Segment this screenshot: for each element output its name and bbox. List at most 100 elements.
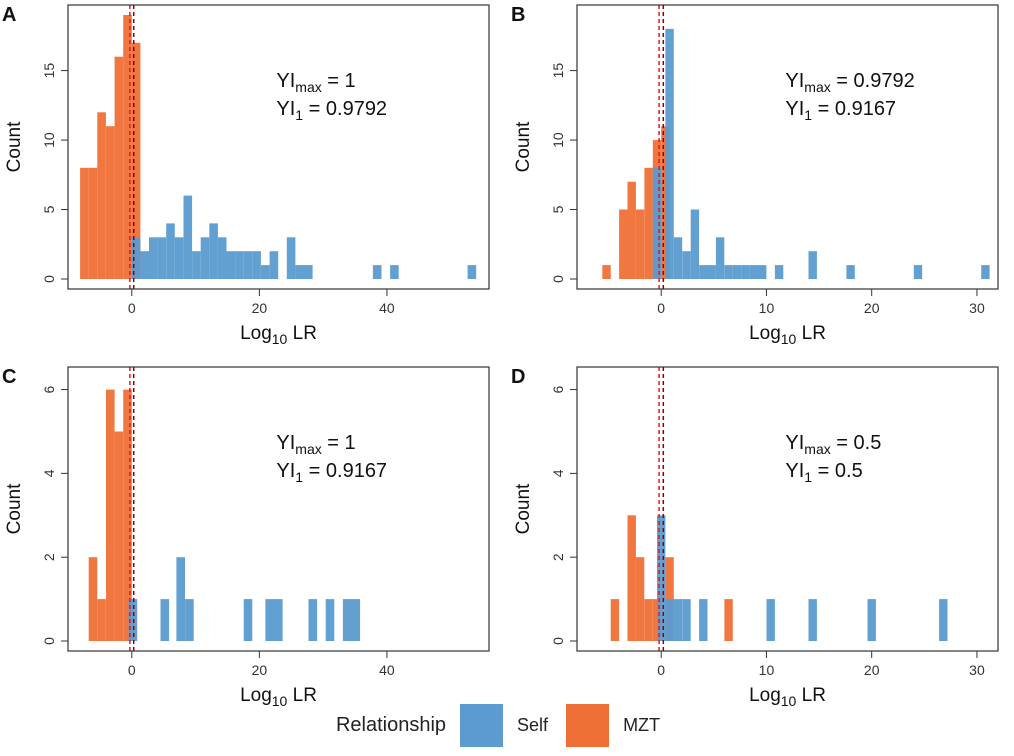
panel-label: C (2, 366, 16, 388)
bar-self-11 (749, 265, 758, 279)
bar-self-7 (867, 599, 876, 641)
bar-self-0 (131, 237, 141, 279)
x-axis-label: Log10 LR (749, 685, 826, 709)
x-tick-label: 20 (864, 662, 880, 678)
bar-self-16 (269, 251, 279, 279)
bar-self-0 (128, 599, 138, 641)
bar-self-12 (758, 265, 767, 279)
bar-self-3 (682, 599, 691, 641)
panel-label: D (511, 366, 525, 388)
bar-self-8 (939, 599, 948, 641)
bar-mzt-2 (97, 112, 106, 279)
bar-self-7 (715, 237, 725, 279)
bar-self-1 (140, 251, 149, 279)
y-tick-label: 6 (41, 385, 57, 393)
y-tick-label: 10 (41, 132, 57, 148)
annotation-yi-max-value: = 1 (322, 432, 356, 454)
y-tick-label: 6 (550, 385, 566, 393)
annotation-yi-max-prefix: YI (785, 432, 804, 454)
y-tick-label: 15 (550, 63, 566, 79)
legend-title: Relationship (335, 713, 447, 736)
x-axis-label-tail: LR (796, 323, 826, 344)
bar-self-16 (913, 265, 923, 279)
bar-self-21 (372, 265, 382, 279)
panel-label: A (2, 4, 16, 26)
bar-mzt-2 (106, 389, 115, 641)
panel-label: B (511, 4, 525, 26)
legend-item-self: Self (460, 703, 549, 747)
bar-mzt-2 (627, 181, 636, 279)
y-tick-label: 5 (41, 205, 57, 213)
bar-self-5 (174, 237, 184, 279)
bar-self-20 (304, 265, 313, 279)
annotation-yi-max-sub: max (295, 441, 321, 457)
y-axis-label: Count (513, 121, 534, 172)
y-axis-label: Count (4, 483, 25, 534)
bar-mzt-1 (627, 515, 636, 641)
bar-mzt-1 (619, 209, 628, 279)
x-tick-label: 40 (379, 662, 395, 678)
bar-self-8 (724, 265, 733, 279)
bar-self-22 (390, 265, 399, 279)
x-axis-label-sub: 10 (272, 693, 288, 709)
y-tick-label: 10 (550, 132, 566, 148)
bar-self-12 (235, 251, 244, 279)
bar-self-7 (192, 251, 201, 279)
bar-mzt-0 (602, 265, 611, 279)
x-tick-label: 10 (759, 662, 775, 678)
x-axis-label-sub: 10 (781, 331, 797, 347)
annotation-yi-1-sub: 1 (295, 469, 303, 485)
annotation-yi-max-sub: max (804, 441, 830, 457)
plot-frame (67, 366, 490, 652)
bar-self-13 (243, 251, 253, 279)
annotation-yi-1-prefix: YI (785, 460, 804, 482)
annotation-yi-max: YImax = 1 (276, 70, 355, 95)
legend: Relationship Self MZT (0, 694, 1014, 756)
annotation-yi-1-sub: 1 (804, 469, 812, 485)
bar-self-6 (274, 599, 283, 641)
bar-self-23 (467, 265, 477, 279)
legend-label-self: Self (517, 714, 549, 735)
bar-self-13 (774, 265, 784, 279)
legend-swatch-mzt (566, 703, 610, 747)
annotation-yi-max-prefix: YI (276, 432, 295, 454)
bar-mzt-4 (114, 56, 124, 280)
y-tick-label: 4 (550, 469, 566, 477)
x-axis-label: Log10 LR (240, 685, 317, 709)
y-tick-label: 2 (550, 553, 566, 561)
annotation-yi-max: YImax = 1 (276, 432, 355, 457)
x-tick-label: 20 (252, 300, 268, 316)
bar-mzt-3 (114, 431, 124, 641)
bar-self-19 (295, 265, 304, 279)
bar-self-15 (261, 265, 270, 279)
annotation-yi-1-value: = 0.9167 (303, 460, 387, 482)
y-tick-label: 0 (41, 637, 57, 645)
bar-mzt-0 (80, 167, 89, 279)
y-tick-label: 2 (41, 553, 57, 561)
x-axis-label: Log10 LR (240, 323, 317, 347)
annotation-yi-max-sub: max (295, 79, 321, 95)
bar-self-5 (699, 265, 708, 279)
bar-mzt-3 (635, 209, 645, 279)
annotation-yi-1: YI1 = 0.9167 (276, 460, 387, 485)
annotation-yi-1-sub: 1 (804, 107, 812, 123)
annotation-yi-1: YI1 = 0.9167 (785, 98, 896, 123)
x-tick-label: 20 (864, 300, 880, 316)
legend-swatch-self (460, 703, 504, 747)
annotation-yi-1-sub: 1 (295, 107, 303, 123)
x-tick-label: 0 (657, 662, 665, 678)
plot-frame (67, 4, 490, 290)
bar-self-1 (160, 599, 170, 641)
bar-self-14 (252, 251, 261, 279)
annotation-yi-1-prefix: YI (785, 98, 804, 120)
annotation-yi-max-prefix: YI (276, 70, 295, 92)
y-tick-label: 0 (41, 275, 57, 283)
bar-self-0 (657, 515, 666, 641)
bar-self-2 (176, 557, 185, 641)
plot-frame (576, 366, 999, 652)
plot-frame (576, 4, 999, 290)
x-axis-label-main: Log (240, 323, 272, 344)
annotation-yi-1-value: = 0.9792 (303, 98, 387, 120)
